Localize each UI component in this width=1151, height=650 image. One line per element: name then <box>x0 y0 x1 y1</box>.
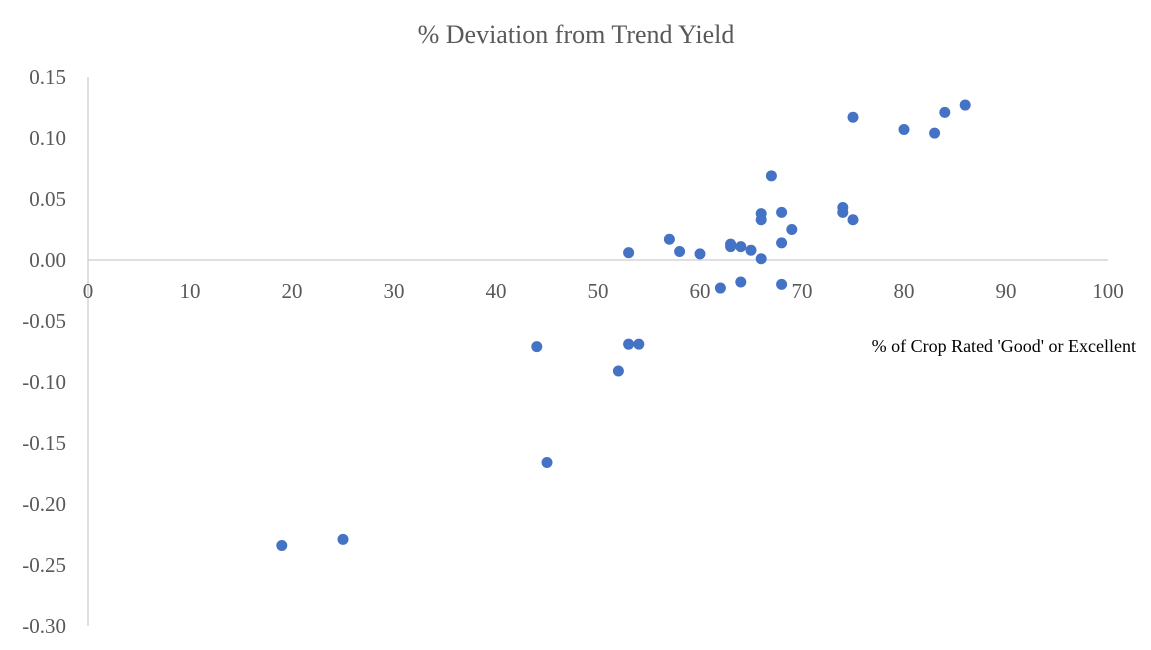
y-tick-label: -0.10 <box>22 370 66 394</box>
x-axis-label: % of Crop Rated 'Good' or Excellent <box>872 336 1136 356</box>
data-point <box>755 214 767 226</box>
data-point <box>755 253 767 265</box>
x-tick-label: 50 <box>588 279 609 303</box>
data-point <box>776 278 788 290</box>
x-tick-label: 70 <box>792 279 813 303</box>
data-point <box>623 247 635 259</box>
y-tick-label: -0.30 <box>22 614 66 638</box>
data-point <box>776 237 788 249</box>
data-point <box>541 457 553 469</box>
data-point <box>847 214 859 226</box>
x-tick-label: 20 <box>282 279 303 303</box>
data-point <box>898 123 910 135</box>
data-point <box>765 170 777 182</box>
y-tick-label: -0.05 <box>22 309 66 333</box>
x-tick-label: 100 <box>1092 279 1124 303</box>
data-point <box>745 244 757 256</box>
y-tick-label: 0.00 <box>29 248 66 272</box>
data-point <box>776 206 788 218</box>
y-axis: 0.15 0.10 0.05 0.00 -0.05 -0.10 -0.15 -0.20 -0.2… <box>22 65 89 638</box>
y-tick-label: 0.05 <box>29 187 66 211</box>
x-tick-label: 10 <box>180 279 201 303</box>
data-point <box>694 248 706 260</box>
data-point <box>837 206 849 218</box>
data-point <box>531 341 543 353</box>
data-point <box>959 99 971 111</box>
data-point <box>939 106 951 118</box>
data-point <box>674 245 686 257</box>
y-tick-label: 0.15 <box>29 65 66 89</box>
data-point <box>929 127 941 139</box>
data-point <box>847 111 859 123</box>
data-point <box>276 539 288 551</box>
data-point <box>725 241 737 253</box>
data-point <box>337 533 349 545</box>
x-tick-label: 90 <box>996 279 1017 303</box>
x-tick-label: 40 <box>486 279 507 303</box>
data-point <box>714 282 726 294</box>
data-point <box>786 224 798 235</box>
x-tick-label: 0 <box>83 279 94 303</box>
data-points <box>276 99 971 551</box>
x-axis: 0 10 20 30 40 50 60 70 80 90 100 <box>83 259 1124 303</box>
x-tick-label: 80 <box>894 279 915 303</box>
data-point <box>623 338 635 350</box>
data-point <box>663 233 675 245</box>
data-point <box>735 276 747 288</box>
x-tick-label: 30 <box>384 279 405 303</box>
data-point <box>633 338 645 350</box>
y-tick-label: -0.20 <box>22 492 66 516</box>
y-tick-label: -0.25 <box>22 553 66 577</box>
y-tick-label: -0.15 <box>22 431 66 455</box>
y-tick-label: 0.10 <box>29 126 66 150</box>
x-tick-label: 60 <box>690 279 711 303</box>
data-point <box>735 241 747 253</box>
chart-title: % Deviation from Trend Yield <box>418 20 735 49</box>
data-point <box>612 365 624 377</box>
